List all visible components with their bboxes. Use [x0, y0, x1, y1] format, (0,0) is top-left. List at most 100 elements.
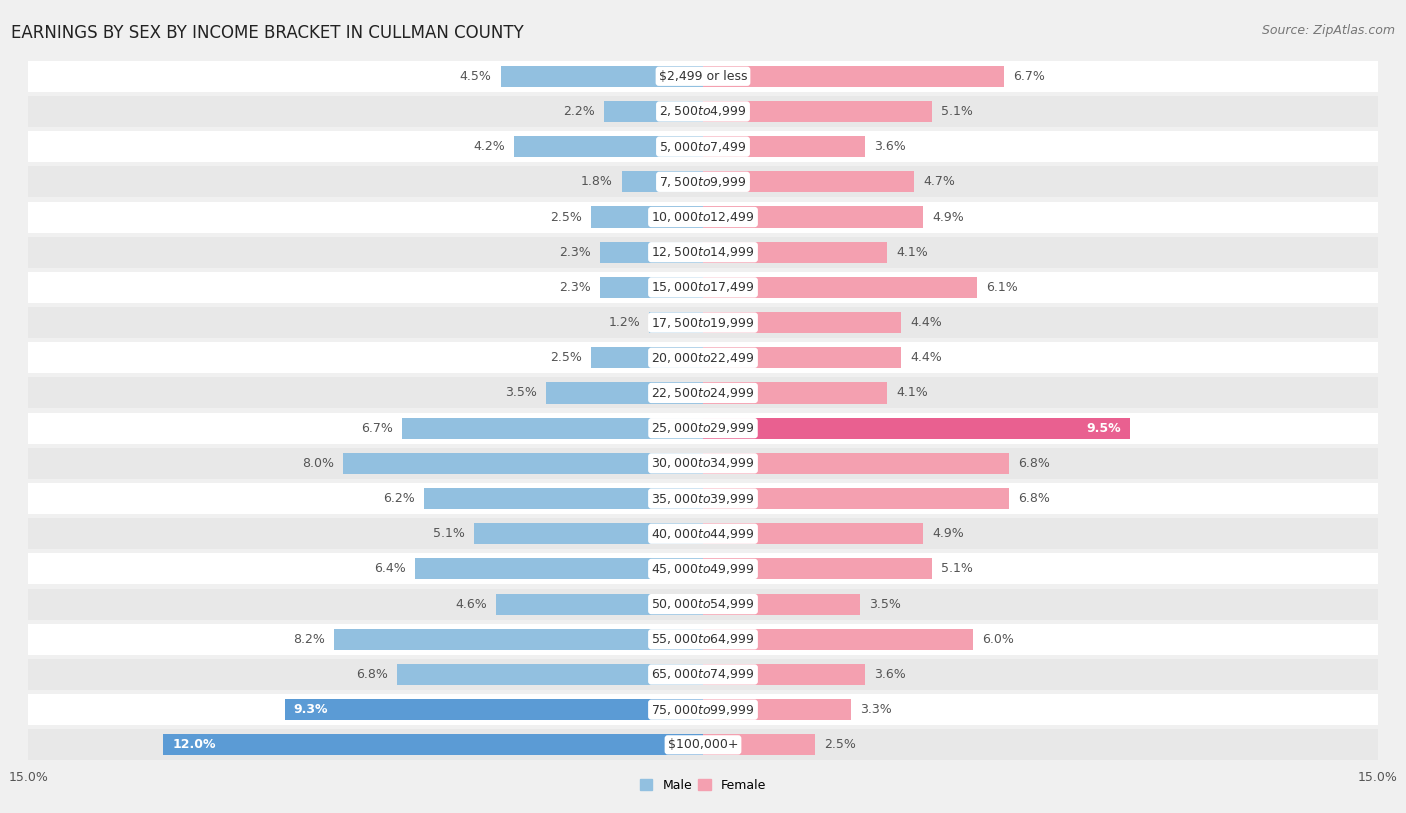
Bar [28, 589, 1378, 620]
Text: $40,000 to $44,999: $40,000 to $44,999 [651, 527, 755, 541]
Bar [546, 382, 703, 403]
Bar [425, 488, 703, 509]
Text: $45,000 to $49,999: $45,000 to $49,999 [651, 562, 755, 576]
Text: $50,000 to $54,999: $50,000 to $54,999 [651, 597, 755, 611]
Text: 6.7%: 6.7% [361, 422, 392, 435]
Text: 4.7%: 4.7% [924, 176, 955, 189]
Bar [415, 559, 703, 580]
Bar [28, 202, 1378, 233]
Bar [703, 664, 865, 685]
Text: 8.2%: 8.2% [294, 633, 325, 646]
Text: 6.4%: 6.4% [374, 563, 406, 576]
Text: 5.1%: 5.1% [942, 563, 973, 576]
Bar [703, 559, 932, 580]
Text: $12,500 to $14,999: $12,500 to $14,999 [651, 246, 755, 259]
Bar [28, 237, 1378, 267]
Bar [28, 554, 1378, 585]
Text: 2.5%: 2.5% [550, 211, 582, 224]
Bar [496, 593, 703, 615]
Text: $55,000 to $64,999: $55,000 to $64,999 [651, 633, 755, 646]
Text: $17,500 to $19,999: $17,500 to $19,999 [651, 315, 755, 329]
Text: $30,000 to $34,999: $30,000 to $34,999 [651, 456, 755, 471]
Text: 4.1%: 4.1% [897, 386, 928, 399]
Text: 2.2%: 2.2% [564, 105, 595, 118]
Text: 4.6%: 4.6% [456, 598, 486, 611]
Text: 4.2%: 4.2% [474, 140, 505, 153]
Text: $22,500 to $24,999: $22,500 to $24,999 [651, 386, 755, 400]
Bar [703, 312, 901, 333]
Bar [28, 729, 1378, 760]
Text: $15,000 to $17,499: $15,000 to $17,499 [651, 280, 755, 294]
Text: 3.5%: 3.5% [505, 386, 537, 399]
Text: $2,500 to $4,999: $2,500 to $4,999 [659, 104, 747, 119]
Text: 8.0%: 8.0% [302, 457, 335, 470]
Text: 6.0%: 6.0% [981, 633, 1014, 646]
Bar [163, 734, 703, 755]
Text: 4.1%: 4.1% [897, 246, 928, 259]
Bar [599, 241, 703, 263]
Bar [474, 524, 703, 544]
Bar [28, 342, 1378, 373]
Text: 4.5%: 4.5% [460, 70, 492, 83]
Bar [28, 624, 1378, 654]
Bar [28, 483, 1378, 514]
Bar [284, 699, 703, 720]
Text: 1.2%: 1.2% [609, 316, 640, 329]
Bar [650, 312, 703, 333]
Bar [703, 453, 1010, 474]
Text: 6.2%: 6.2% [384, 492, 415, 505]
Text: 9.3%: 9.3% [294, 703, 328, 716]
Text: $100,000+: $100,000+ [668, 738, 738, 751]
Text: 5.1%: 5.1% [942, 105, 973, 118]
Text: $2,499 or less: $2,499 or less [659, 70, 747, 83]
Legend: Male, Female: Male, Female [636, 774, 770, 797]
Text: $35,000 to $39,999: $35,000 to $39,999 [651, 492, 755, 506]
Text: $7,500 to $9,999: $7,500 to $9,999 [659, 175, 747, 189]
Text: 6.1%: 6.1% [987, 281, 1018, 294]
Text: 6.8%: 6.8% [1018, 492, 1050, 505]
Bar [28, 131, 1378, 162]
Text: $20,000 to $22,499: $20,000 to $22,499 [651, 350, 755, 365]
Bar [703, 628, 973, 650]
Bar [396, 664, 703, 685]
Bar [591, 347, 703, 368]
Text: 4.9%: 4.9% [932, 211, 965, 224]
Bar [591, 207, 703, 228]
Text: 6.8%: 6.8% [356, 668, 388, 681]
Text: 3.5%: 3.5% [869, 598, 901, 611]
Bar [28, 448, 1378, 479]
Bar [703, 488, 1010, 509]
Bar [703, 524, 924, 544]
Bar [703, 172, 914, 193]
Bar [703, 207, 924, 228]
Bar [501, 66, 703, 87]
Text: $25,000 to $29,999: $25,000 to $29,999 [651, 421, 755, 435]
Bar [703, 136, 865, 157]
Text: $10,000 to $12,499: $10,000 to $12,499 [651, 210, 755, 224]
Bar [28, 96, 1378, 127]
Bar [703, 734, 815, 755]
Text: 4.9%: 4.9% [932, 527, 965, 540]
Text: 4.4%: 4.4% [910, 316, 942, 329]
Bar [703, 382, 887, 403]
Bar [703, 66, 1004, 87]
Bar [343, 453, 703, 474]
Bar [703, 241, 887, 263]
Bar [621, 172, 703, 193]
Text: EARNINGS BY SEX BY INCOME BRACKET IN CULLMAN COUNTY: EARNINGS BY SEX BY INCOME BRACKET IN CUL… [11, 24, 524, 42]
Text: 2.5%: 2.5% [550, 351, 582, 364]
Text: $75,000 to $99,999: $75,000 to $99,999 [651, 702, 755, 717]
Bar [28, 518, 1378, 550]
Bar [605, 101, 703, 122]
Text: 3.3%: 3.3% [860, 703, 893, 716]
Text: 1.8%: 1.8% [581, 176, 613, 189]
Bar [28, 694, 1378, 725]
Bar [28, 272, 1378, 303]
Bar [28, 659, 1378, 690]
Bar [28, 167, 1378, 198]
Bar [28, 61, 1378, 92]
Text: 3.6%: 3.6% [875, 140, 905, 153]
Text: $5,000 to $7,499: $5,000 to $7,499 [659, 140, 747, 154]
Text: 6.7%: 6.7% [1014, 70, 1045, 83]
Bar [402, 418, 703, 439]
